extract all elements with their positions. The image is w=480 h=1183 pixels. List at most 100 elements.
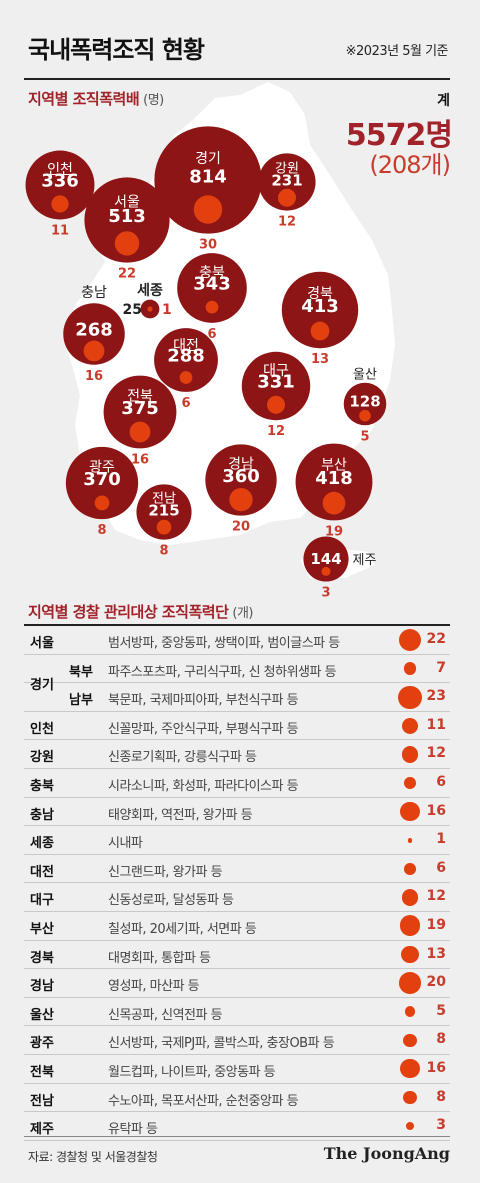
bubble-orgs-label: 16 — [131, 452, 149, 467]
row-count-dot — [398, 685, 422, 709]
row-gangs: 영성파, 마산파 등 — [108, 979, 200, 995]
row-count-dot — [405, 1121, 415, 1131]
section1-unit: (명) — [143, 93, 164, 108]
bubble-region-label: 부산 — [321, 458, 347, 474]
bubble-circle — [295, 443, 373, 521]
bubble-region-label: 대전 — [173, 338, 199, 354]
bubble-orgs-label: 20 — [232, 520, 250, 535]
bubble-org-dot — [229, 487, 253, 512]
bubble-orgs-label: 12 — [267, 424, 285, 439]
bubble-세종: 세종 25 1 — [123, 283, 172, 319]
bubble-org-dot — [277, 188, 297, 207]
bubble-orgs-label: 1 — [162, 302, 172, 318]
bubble-org-dot — [266, 395, 286, 414]
table-row: 부산 칠성파, 20세기파, 서면파 등 19 — [24, 912, 450, 941]
total-members: 5572명 — [345, 118, 453, 153]
total-organizations: (208개) — [369, 151, 451, 179]
row-count-dot — [399, 915, 421, 937]
bubble-region-label: 울산 — [353, 368, 377, 383]
table-row: 충북 시라소니파, 화성파, 파라다이스파 등 6 — [24, 769, 450, 798]
row-region: 대구 — [30, 893, 54, 909]
row-gangs: 유탁파 등 — [108, 1122, 158, 1138]
row-count-dot — [401, 746, 419, 763]
table-row: 대구 신동성로파, 달성동파 등 12 — [24, 883, 450, 912]
bubble-org-dot — [114, 231, 140, 256]
bubble-circle — [258, 153, 316, 211]
row-count-dot — [407, 837, 413, 843]
row-region: 울산 — [30, 1007, 54, 1023]
bubble-circle — [136, 484, 192, 540]
table-row: 세종 시내파 1 — [24, 826, 450, 855]
bubble-circle — [63, 303, 125, 365]
bubble-region-label: 전남 — [152, 492, 176, 507]
row-count-dot — [401, 889, 419, 906]
bubble-org-dot — [179, 371, 193, 384]
bubble-members-label: 418 — [315, 468, 353, 489]
row-count: 5 — [436, 1002, 446, 1019]
row-count: 11 — [426, 716, 446, 733]
row-region: 강원 — [30, 750, 54, 766]
row-gangs: 월드컵파, 나이트파, 중앙동파 등 — [108, 1064, 276, 1080]
gang-table: 서울 범서방파, 중앙동파, 쌍택이파, 범이글스파 등 22 북부 파주스포츠파, 구… — [24, 626, 450, 1141]
row-region: 충남 — [30, 807, 54, 823]
bubble-region-label: 서울 — [114, 194, 140, 210]
table-row: 전북 월드컵파, 나이트파, 중앙동파 등 16 — [24, 1055, 450, 1084]
table-row: 인천 신꼴망파, 주안식구파, 부평식구파 등 11 — [24, 712, 450, 741]
row-subregion: 북부 — [69, 664, 93, 680]
bubble-orgs-label: 12 — [278, 215, 296, 230]
bubble-members-label: 231 — [271, 171, 302, 189]
table-row: 전남 수노아파, 목포서산파, 순천중앙파 등 8 — [24, 1084, 450, 1113]
row-gangs: 태양회파, 역전파, 왕가파 등 — [108, 807, 253, 823]
bubble-region-label: 대구 — [263, 363, 289, 379]
row-gangs: 파주스포츠파, 구리식구파, 신 청하위생파 등 — [108, 664, 337, 680]
row-region: 서울 — [30, 636, 54, 651]
bubble-members-label: 268 — [75, 320, 113, 341]
bubble-orgs-label: 11 — [51, 223, 69, 238]
row-region: 충북 — [30, 778, 54, 794]
bubble-orgs-label: 19 — [325, 524, 343, 539]
bubble-circle — [343, 382, 387, 426]
bubble-members-label: 144 — [310, 550, 341, 568]
bubble-org-dot — [129, 421, 151, 443]
row-count: 1 — [436, 831, 446, 848]
row-count-dot — [398, 628, 422, 652]
bubble-충남: 충남 268 16 — [63, 285, 125, 384]
bubble-제주: 제주 144 3 — [303, 536, 377, 600]
row-count-dot — [400, 1059, 420, 1079]
row-count-dot — [403, 1033, 417, 1048]
row-count: 12 — [426, 888, 446, 905]
bubble-울산: 울산 128 5 — [343, 368, 387, 444]
table-row: 경남 영성파, 마산파 등 20 — [24, 969, 450, 998]
bubble-orgs-label: 8 — [159, 544, 168, 559]
row-count: 8 — [436, 1031, 446, 1048]
bubble-members-label: 375 — [121, 398, 159, 419]
row-region: 경북 — [30, 950, 54, 966]
bubble-region-label: 세종 — [137, 283, 163, 299]
bubble-circle — [241, 351, 311, 421]
row-count: 6 — [436, 859, 446, 876]
bubble-circle — [303, 536, 349, 582]
bubble-region-label: 경남 — [228, 457, 254, 473]
bubble-members-label: 336 — [41, 171, 79, 192]
row-count-dot — [400, 801, 420, 822]
row-region: 광주 — [30, 1036, 54, 1052]
page-title: 국내폭력조직 현황 — [28, 36, 205, 64]
row-gangs: 북문파, 국제마피아파, 부천식구파 등 — [108, 693, 299, 709]
table-row: 제주 유탁파 등 3 — [24, 1112, 450, 1141]
row-count: 13 — [426, 945, 446, 962]
bubble-org-dot — [321, 566, 331, 576]
bubble-circle — [154, 328, 218, 392]
bubble-orgs-label: 16 — [85, 369, 103, 384]
row-gangs: 신동성로파, 달성동파 등 — [108, 893, 234, 909]
row-count: 16 — [426, 802, 446, 819]
row-count-dot — [399, 972, 421, 994]
bubble-org-dot — [156, 519, 172, 535]
